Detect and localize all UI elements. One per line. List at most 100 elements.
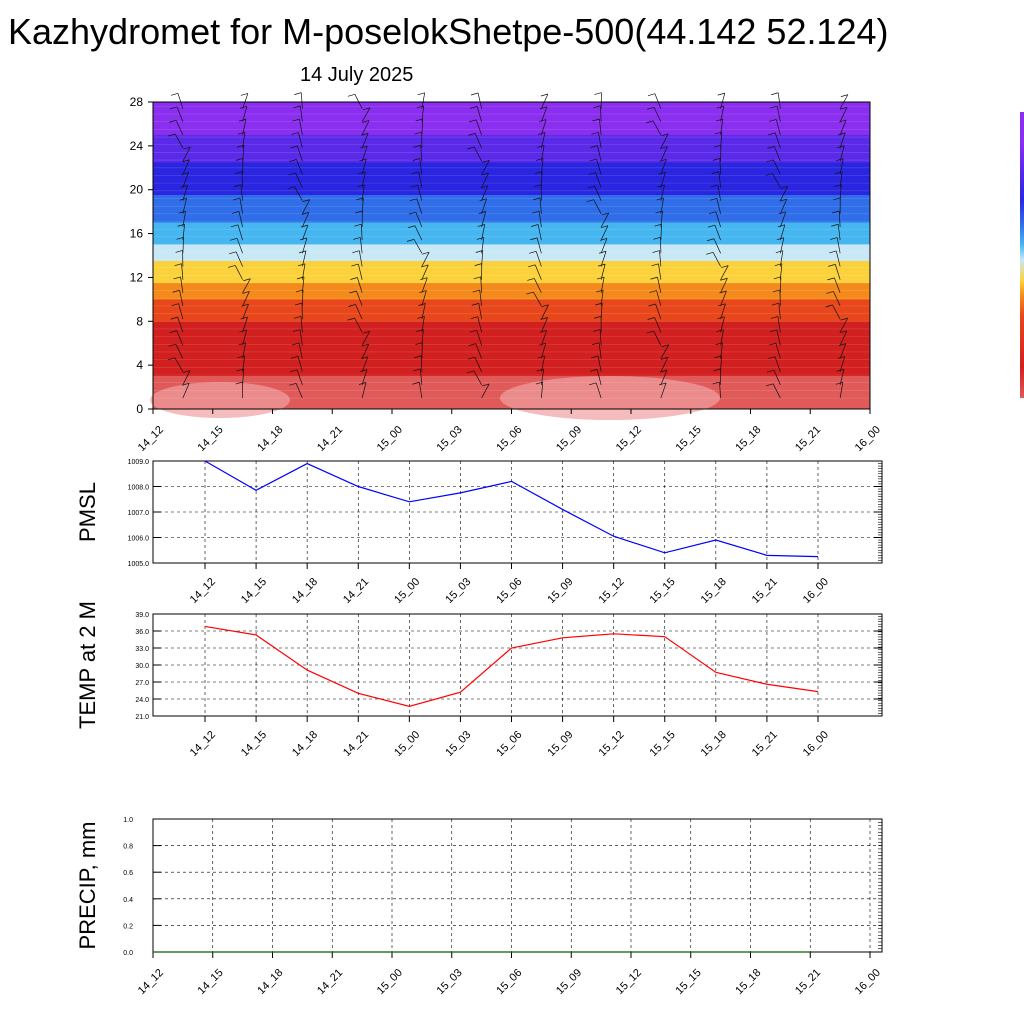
wind-barb xyxy=(182,146,191,162)
wind-barb-flag xyxy=(587,185,595,189)
wind-barb xyxy=(541,106,548,122)
wind-barb xyxy=(719,382,721,399)
wind-barb-flag xyxy=(418,303,426,306)
wind-barb-flag xyxy=(716,105,724,109)
wind-barb-flag xyxy=(537,355,545,359)
wind-barb xyxy=(593,199,602,214)
wind-barb-flag xyxy=(470,92,479,96)
wind-barb xyxy=(416,198,423,214)
wind-barb xyxy=(777,92,781,109)
temp-y-tick-label: 27.0 xyxy=(135,680,149,687)
wind-barb xyxy=(481,172,489,188)
wind-barb xyxy=(295,383,303,399)
x-tick-label: 15_21 xyxy=(793,424,823,454)
wind-barb xyxy=(660,369,668,386)
wind-barb xyxy=(600,290,604,306)
wind-barb-flag xyxy=(652,250,660,253)
wind-barb xyxy=(361,133,369,149)
wind-barb xyxy=(838,210,841,228)
wind-barb xyxy=(361,382,367,399)
wind-barb xyxy=(419,158,423,175)
wind-barb xyxy=(182,383,190,399)
y-tick-label: 8 xyxy=(136,314,143,328)
temp-x-tick-label: 15_18 xyxy=(699,729,729,759)
wind-barb xyxy=(481,224,486,241)
wind-barb xyxy=(421,303,426,320)
wind-barb xyxy=(421,316,425,333)
x-tick-label: 15_15 xyxy=(674,424,704,454)
wind-barb xyxy=(660,224,662,241)
wind-barb-flag xyxy=(770,105,778,109)
wind-barb-flag xyxy=(471,303,479,306)
wind-barb xyxy=(836,237,841,254)
temp-x-tick-label: 15_12 xyxy=(596,729,626,759)
temp-panel: 21.0 24.0 27.0 30.0 33.0 36.0 39.0 14_12 14_15 14… xyxy=(75,601,883,759)
wind-barb-flag xyxy=(528,264,536,268)
wind-barb xyxy=(174,133,184,149)
wind-barb xyxy=(780,237,785,254)
wind-barb xyxy=(717,184,721,201)
wind-barb-flag xyxy=(647,317,655,320)
wind-barb-flag xyxy=(837,356,845,359)
wind-barb xyxy=(421,252,430,267)
temp-x-tick-label: 14_15 xyxy=(239,729,269,759)
wind-barb xyxy=(597,355,602,372)
wind-barb xyxy=(772,173,781,188)
wind-barb-flag xyxy=(228,265,236,268)
temp-y-tick-label: 39.0 xyxy=(135,612,149,619)
pmsl-x-tick-label: 14_18 xyxy=(290,576,320,606)
wind-barb-flag xyxy=(420,277,428,281)
wind-barb-flag xyxy=(654,223,662,227)
wind-barb-flag xyxy=(772,289,780,293)
wind-barb-flag xyxy=(768,342,777,346)
wind-barb-flag xyxy=(231,211,240,214)
wind-barb xyxy=(775,119,781,135)
wind-barb-flag xyxy=(176,236,184,240)
wind-barb-flag xyxy=(359,369,368,372)
heatmap-panel: 0 4 8 12 16 20 24 28 14_12 14_15 14_18 14_21 15_00 15… xyxy=(130,92,1024,454)
wind-barb-flag xyxy=(294,302,303,306)
wind-barb xyxy=(541,356,546,372)
wind-barb xyxy=(780,224,786,241)
wind-barb-flag xyxy=(173,276,181,280)
wind-barb xyxy=(242,291,250,307)
wind-barb xyxy=(720,290,727,307)
wind-barb-flag xyxy=(768,132,776,136)
wind-barb-flag xyxy=(292,118,300,122)
pmsl-x-tick-label: 14_21 xyxy=(341,576,371,606)
wind-barb xyxy=(773,159,781,175)
pmsl-y-tick-label: 1009.0 xyxy=(128,459,150,466)
wind-barb-flag xyxy=(596,289,604,293)
wind-barb-flag xyxy=(591,355,599,359)
wind-barb xyxy=(834,264,841,280)
wind-barb-flag xyxy=(713,368,721,372)
wind-barb xyxy=(600,105,602,122)
wind-barb-flag xyxy=(530,237,538,241)
wind-barb xyxy=(600,251,607,267)
wind-barb xyxy=(839,171,843,188)
wind-barb-flag xyxy=(410,184,418,188)
precip-y-tick-label: 0.0 xyxy=(123,950,133,957)
wind-barb xyxy=(361,184,365,201)
wind-barb-flag xyxy=(289,159,297,162)
wind-barb-flag xyxy=(347,317,355,321)
wind-barb xyxy=(660,382,667,399)
y-tick-label: 28 xyxy=(130,95,144,109)
chart-subtitle: 14 July 2025 xyxy=(300,64,414,86)
wind-barb xyxy=(714,225,721,241)
wind-barb-flag xyxy=(288,172,296,176)
wind-barb xyxy=(242,106,248,122)
wind-barb xyxy=(296,159,303,175)
wind-barb xyxy=(481,383,490,399)
wind-barb xyxy=(541,304,549,320)
wind-barb-flag xyxy=(838,132,846,136)
temp-y-tick-label: 21.0 xyxy=(135,714,149,721)
wind-barb-flag xyxy=(659,159,667,162)
wind-barb-flag xyxy=(588,172,596,175)
wind-barb-flag xyxy=(653,236,661,240)
wind-barb xyxy=(242,329,247,346)
wind-barb xyxy=(839,343,847,359)
wind-barb-flag xyxy=(174,263,182,267)
wind-barb xyxy=(839,184,842,201)
wind-barb-flag xyxy=(294,92,302,95)
